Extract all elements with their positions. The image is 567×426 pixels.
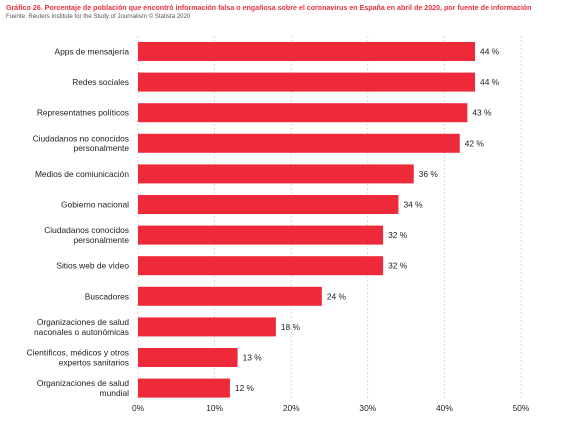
bar — [138, 256, 384, 276]
value-label: 12 % — [235, 383, 255, 393]
category-label-line: mundial — [100, 388, 129, 398]
category-label-line: expertos sanitarios — [59, 357, 129, 367]
category-label: Organizaciones de salud naconales o auton… — [34, 317, 129, 337]
category-label: Ciudadanos conocidos personalmente — [44, 225, 129, 245]
value-labels: 44 % 44 % 43 % 42 % 36 % 34 % 32 % 32 % 24 % 18 %… — [235, 47, 500, 394]
category-label: Organizaciones de salud mundial — [37, 378, 130, 398]
x-tick-label: 10% — [206, 403, 223, 413]
value-label: 44 % — [480, 77, 500, 87]
gridlines — [137, 36, 522, 398]
bar — [138, 378, 230, 398]
category-label-line: naconales o autonómicas — [34, 327, 129, 337]
value-label: 34 % — [403, 200, 423, 210]
value-label: 32 % — [388, 261, 408, 271]
category-label: Representatnes políticos — [37, 108, 129, 118]
category-label-line: personalmente — [74, 235, 130, 245]
bar — [138, 164, 414, 184]
bar — [138, 317, 276, 337]
x-tick-label: 20% — [283, 403, 300, 413]
category-label: Sitios web de vídeo — [56, 261, 129, 271]
x-tick-label: 30% — [359, 403, 376, 413]
value-label: 18 % — [281, 322, 301, 332]
value-label: 43 % — [472, 108, 492, 118]
bar — [138, 42, 476, 61]
chart-title: Gráfico 26. Porcentaje de población que … — [6, 4, 532, 12]
category-label-line: Organizaciones de salud — [37, 378, 130, 388]
value-label: 24 % — [327, 291, 347, 301]
category-label: Buscadores — [85, 291, 129, 301]
category-label: Ciudadanos no conocidos personalmente — [33, 133, 130, 153]
value-label: 44 % — [480, 47, 500, 57]
category-labels: Apps de mensajería Redes sociales Represen… — [27, 47, 130, 399]
category-label-line: Redes sociales — [72, 77, 129, 87]
category-label-line: Buscadores — [85, 291, 129, 301]
category-label-line: Ciudadanos conocidos — [44, 225, 129, 235]
x-tick-label: 0% — [132, 403, 145, 413]
category-label-line: Gobierno nacional — [61, 200, 129, 210]
bar — [138, 72, 476, 92]
x-axis-tick-labels: 0% 10% 20% 30% 40% 50% — [132, 403, 530, 413]
category-label: Redes sociales — [72, 77, 129, 87]
bar — [138, 133, 460, 153]
bars — [138, 42, 476, 398]
value-label: 32 % — [388, 230, 408, 240]
bar — [138, 286, 322, 306]
value-label: 42 % — [465, 138, 485, 148]
category-label: Medios de comiunicación — [35, 169, 129, 179]
category-label: Científicos, médicos y otros expertos san… — [27, 348, 129, 368]
value-label: 36 % — [419, 169, 439, 179]
bar — [138, 195, 399, 214]
category-label-line: Ciudadanos no conocidos — [33, 133, 129, 143]
x-tick-label: 40% — [436, 403, 453, 413]
chart-source: Fuente: Reuters Institute for the Study … — [6, 13, 191, 20]
category-label-line: Científicos, médicos y otros — [27, 348, 129, 358]
x-tick-label: 50% — [513, 403, 530, 413]
category-label: Apps de mensajería — [55, 47, 130, 57]
value-label: 13 % — [243, 353, 263, 363]
category-label-line: Representatnes políticos — [37, 108, 129, 118]
bar — [138, 348, 238, 367]
category-label-line: Medios de comiunicación — [35, 169, 129, 179]
category-label-line: Organizaciones de salud — [37, 317, 130, 327]
bar — [138, 225, 384, 245]
category-label-line: Apps de mensajería — [55, 47, 130, 57]
category-label-line: Sitios web de vídeo — [56, 261, 129, 271]
bar — [138, 103, 468, 123]
category-label: Gobierno nacional — [61, 200, 129, 210]
category-label-line: personalmente — [74, 143, 130, 153]
